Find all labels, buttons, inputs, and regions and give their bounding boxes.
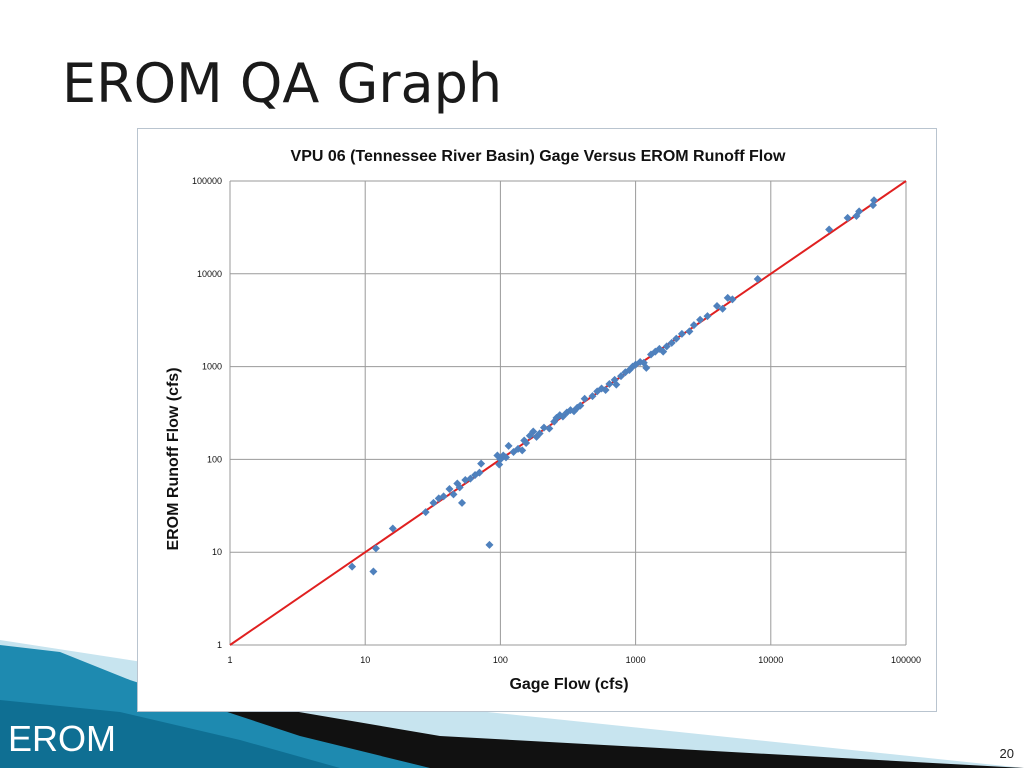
data-point bbox=[477, 459, 486, 468]
data-point bbox=[689, 321, 698, 330]
data-point bbox=[449, 490, 458, 499]
x-tick-label: 1000 bbox=[626, 655, 646, 665]
data-point bbox=[703, 312, 712, 321]
y-tick-label: 100000 bbox=[192, 176, 222, 186]
data-point bbox=[421, 508, 430, 517]
data-point bbox=[466, 474, 475, 483]
data-point bbox=[753, 274, 762, 283]
x-tick-label: 10 bbox=[360, 655, 370, 665]
x-tick-label: 1 bbox=[227, 655, 232, 665]
data-point bbox=[429, 498, 438, 507]
data-points bbox=[348, 196, 879, 576]
tick-labels: 1 10 100 1000 10000 100000 1 10 100 1000 10000 1000… bbox=[192, 176, 921, 665]
x-tick-label: 10000 bbox=[758, 655, 783, 665]
data-point bbox=[825, 225, 834, 234]
data-point bbox=[647, 350, 656, 359]
y-tick-label: 1 bbox=[217, 640, 222, 650]
data-point bbox=[535, 429, 544, 438]
data-point bbox=[662, 342, 671, 351]
data-point bbox=[617, 372, 626, 381]
page-number: 20 bbox=[999, 746, 1014, 761]
data-point bbox=[605, 379, 614, 388]
x-axis-label: Gage Flow (cfs) bbox=[509, 676, 628, 693]
data-point bbox=[580, 394, 589, 403]
y-tick-label: 1000 bbox=[202, 362, 222, 372]
data-point bbox=[728, 295, 737, 304]
y-tick-label: 10 bbox=[212, 547, 222, 557]
data-point bbox=[672, 334, 681, 343]
data-point bbox=[855, 207, 864, 216]
data-point bbox=[485, 540, 494, 549]
slide-title: EROM QA Graph bbox=[62, 52, 503, 115]
data-point bbox=[601, 385, 610, 394]
data-point bbox=[712, 301, 721, 310]
data-point bbox=[371, 544, 380, 553]
y-tick-label: 100 bbox=[207, 454, 222, 464]
data-point bbox=[388, 524, 397, 533]
data-point bbox=[659, 347, 668, 356]
gridlines bbox=[229, 180, 907, 646]
data-point bbox=[369, 567, 378, 576]
data-point bbox=[458, 498, 467, 507]
data-point bbox=[522, 439, 531, 448]
chart-title: VPU 06 (Tennessee River Basin) Gage Vers… bbox=[291, 148, 787, 165]
x-tick-label: 100000 bbox=[891, 655, 921, 665]
data-point bbox=[870, 196, 879, 205]
data-point bbox=[597, 384, 606, 393]
data-point bbox=[843, 213, 852, 222]
data-point bbox=[504, 441, 513, 450]
data-point bbox=[612, 380, 621, 389]
chart-container: VPU 06 (Tennessee River Basin) Gage Vers… bbox=[137, 128, 937, 712]
data-point bbox=[529, 427, 538, 436]
y-tick-label: 10000 bbox=[197, 269, 222, 279]
data-point bbox=[439, 492, 448, 501]
data-point bbox=[576, 401, 585, 410]
scatter-chart: VPU 06 (Tennessee River Basin) Gage Vers… bbox=[165, 148, 921, 693]
data-point bbox=[501, 453, 510, 462]
data-point bbox=[628, 362, 637, 371]
swoosh-blue-highlight bbox=[0, 700, 340, 768]
data-point bbox=[518, 446, 527, 455]
data-point bbox=[685, 327, 694, 336]
data-point bbox=[696, 315, 705, 324]
footer-label: EROM bbox=[8, 718, 116, 759]
data-point bbox=[545, 424, 554, 433]
data-point bbox=[667, 338, 676, 347]
x-tick-label: 100 bbox=[493, 655, 508, 665]
data-point bbox=[539, 423, 548, 432]
data-point bbox=[588, 392, 597, 401]
data-point bbox=[475, 468, 484, 477]
data-point bbox=[445, 484, 454, 493]
data-point bbox=[455, 483, 464, 492]
data-point bbox=[718, 304, 727, 313]
y-axis-label: EROM Runoff Flow (cfs) bbox=[165, 367, 182, 550]
data-point bbox=[677, 329, 686, 338]
data-point bbox=[642, 363, 651, 372]
data-point bbox=[348, 562, 357, 571]
